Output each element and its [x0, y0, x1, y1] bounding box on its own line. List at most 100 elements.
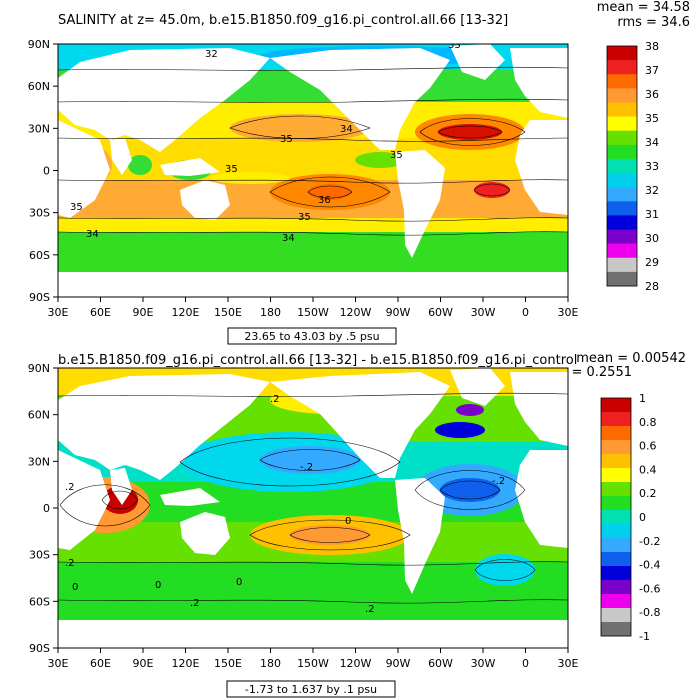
top-colorbar-swatch [607, 46, 637, 61]
top-colorbar-swatch [607, 130, 637, 146]
top-colorbar-label: 35 [645, 112, 659, 125]
bottom-y-tick-label: 30S [29, 549, 50, 562]
bottom-x-tick-label: 30W [471, 657, 496, 670]
bottom-atlantic-core [440, 478, 500, 502]
bottom-colorbar-label: 0 [639, 511, 646, 524]
bottom-colorbar-swatch [601, 594, 631, 609]
top-equatorial-low [210, 172, 290, 184]
bottom-colorbar-swatch [601, 524, 631, 539]
top-contour-label: 35 [298, 212, 311, 223]
top-south-atlantic-max [474, 182, 510, 198]
bottom-colorbar-frame [600, 397, 632, 637]
top-colorbar-swatch [607, 187, 637, 202]
bottom-colorbar-label: 0.6 [639, 440, 657, 453]
bottom-colorbar-swatch [601, 398, 631, 413]
bottom-contour-label: .2 [65, 482, 75, 493]
bottom-colorbar-swatch [601, 622, 631, 637]
top-y-tick-label: 90N [28, 38, 50, 51]
top-colorbar-frame [606, 45, 638, 287]
top-contour-label: 34 [340, 124, 353, 135]
top-contour-label: 36 [318, 195, 331, 206]
bottom-y-tick-label: 0 [43, 502, 50, 515]
top-y-tick-label: 60N [28, 80, 50, 93]
bottom-colorbar-swatch [601, 440, 631, 455]
top-colorbar-label: 33 [645, 160, 659, 173]
top-colorbar-label: 30 [645, 232, 659, 245]
top-colorbar-swatch [607, 201, 637, 216]
top-north-pacific-max [230, 114, 370, 142]
bottom-land-north-america [270, 372, 450, 478]
bottom-colorbar-label: 0.4 [639, 463, 657, 476]
top-contour-label: 35 [280, 134, 293, 145]
bottom-contour-label: 0 [72, 582, 78, 593]
bottom-y-tick-label: 90S [29, 642, 50, 655]
bottom-colorbar-swatch [601, 566, 631, 581]
bottom-south-atlantic-neg [475, 554, 535, 586]
top-colorbar-swatch [607, 257, 637, 273]
bottom-y-tick-label: 30N [28, 455, 50, 468]
bottom-x-tick-label: 150E [214, 657, 242, 670]
top-x-tick-label: 90W [386, 306, 411, 319]
top-y-tick-label: 90S [29, 291, 50, 304]
top-colorbar-label: 36 [645, 88, 659, 101]
top-colorbar-swatch [607, 229, 637, 244]
bottom-y-tick-label: 60S [29, 595, 50, 608]
top-range-box [227, 327, 397, 345]
bottom-x-tick-label: 90E [133, 657, 154, 670]
bottom-colorbar-label: -0.4 [639, 559, 660, 572]
top-land-india [110, 138, 132, 175]
bottom-contour-label: 0 [155, 580, 161, 591]
top-x-tick-label: 0 [522, 306, 529, 319]
bottom-colorbar-swatch [601, 552, 631, 567]
bottom-colorbar-swatch [601, 468, 631, 483]
top-east-pacific-fresh [355, 152, 405, 168]
bottom-colorbar-swatch [601, 538, 631, 553]
bottom-contour-label: .2 [65, 558, 75, 569]
bottom-panel: b.e15.B1850.f09_g16.pi_control.all.66 [1… [28, 351, 686, 698]
top-colorbar-swatch [607, 102, 637, 117]
top-band-southern-ocean [58, 232, 568, 272]
bottom-colorbar-label: -0.8 [639, 606, 660, 619]
bottom-contour-label: -.2 [300, 462, 313, 473]
bottom-contours [58, 392, 568, 604]
top-contour-labels: 32 33 34 35 35 35 35 36 34 34 35 [70, 44, 461, 244]
bottom-land-antarctica [58, 620, 568, 648]
bottom-title-visible: b.e15.B1850.f09_g16.pi_control.all.66 [1… [58, 353, 577, 368]
bottom-colorbar-swatch [601, 454, 631, 469]
bottom-map: .2 -.2 0 .2 0 .2 0 .2 -.2 0 .2 [58, 368, 568, 648]
top-y-axis: 90N 60N 30N 0 30S 60S 90S [28, 38, 58, 304]
bottom-land-europe-east [510, 372, 568, 446]
top-south-pacific-core [308, 184, 352, 200]
bottom-colorbar-label: -1 [639, 630, 650, 643]
bottom-contour-label: -.2 [492, 476, 505, 487]
bottom-land-indonesia [160, 488, 220, 506]
bottom-colorbar-swatch [601, 412, 631, 427]
top-x-tick-label: 120E [172, 306, 200, 319]
bottom-colorbar-swatch [601, 580, 631, 595]
top-colorbar-swatch [607, 173, 637, 188]
top-x-tick-label: 30E [558, 306, 579, 319]
top-contour-label: 35 [390, 150, 403, 161]
bottom-x-tick-label: 180 [260, 657, 281, 670]
top-land-africa-east [515, 120, 568, 215]
bottom-contour-label: 0 [236, 577, 242, 588]
bottom-labrador-min [456, 404, 484, 416]
top-rms: rms = 34.6 [617, 15, 690, 30]
bottom-north-pacific-core [260, 446, 360, 474]
bottom-land [58, 368, 568, 648]
top-contour-label: 32 [205, 49, 218, 60]
bottom-land-africa [58, 450, 110, 550]
top-colorbar-label: 38 [645, 40, 659, 53]
top-panel: SALINITY at z= 45.0m, b.e15.B1850.f09_g1… [28, 0, 690, 345]
bottom-land-australia [180, 512, 230, 555]
bottom-colorbar-swatch [601, 608, 631, 623]
top-y-tick-label: 30N [28, 122, 50, 135]
top-contour-label: 35 [70, 202, 83, 213]
top-colorbar-swatch [607, 215, 637, 230]
bottom-x-tick-label: 150W [297, 657, 329, 670]
top-colorbar-swatch [607, 271, 637, 287]
top-x-tick-label: 180 [260, 306, 281, 319]
bottom-y-tick-label: 60N [28, 409, 50, 422]
bottom-colorbar: 1 0.8 0.6 0.4 0.2 0 -0.2 -0.4 -0.6 -0.8 -1 [600, 392, 660, 643]
